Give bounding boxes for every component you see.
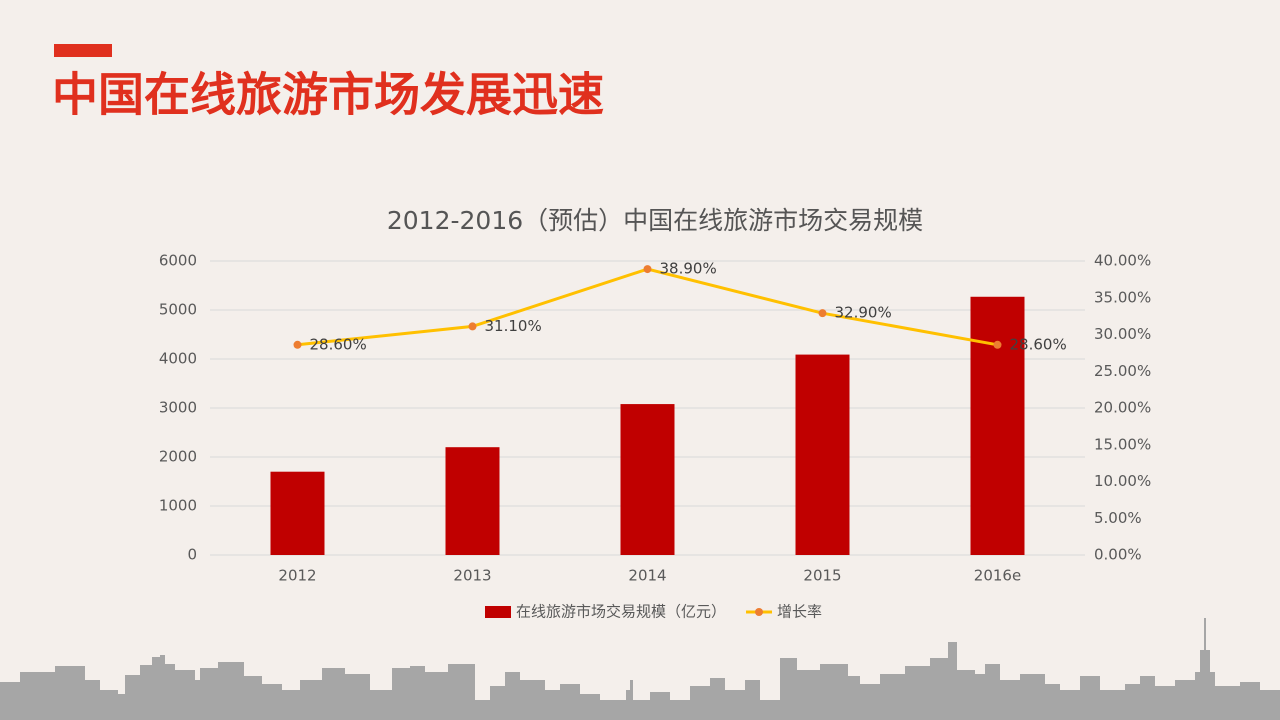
page-title: 中国在线旅游市场发展迅速 [52, 68, 604, 122]
chart-title: 2012-2016（预估）中国在线旅游市场交易规模 [387, 206, 923, 235]
legend-label: 在线旅游市场交易规模（亿元） [516, 603, 726, 621]
x-tick-label: 2014 [628, 567, 666, 585]
x-tick-label: 2016e [974, 567, 1021, 585]
bar [795, 354, 850, 555]
y-tick-label: 0 [187, 546, 197, 564]
y-tick-label: 3000 [159, 399, 197, 417]
x-tick-label: 2015 [803, 567, 841, 585]
bar [445, 447, 500, 555]
data-label: 38.90% [660, 260, 717, 278]
line [297, 267, 998, 347]
y2-tick-label: 0.00% [1094, 546, 1142, 564]
y-tick-label: 1000 [159, 497, 197, 515]
y2-tick-label: 10.00% [1094, 472, 1151, 490]
y2-tick-label: 30.00% [1094, 325, 1151, 343]
line-marker [818, 309, 827, 318]
bar [620, 404, 675, 555]
y-tick-label: 6000 [159, 252, 197, 270]
data-label: 28.60% [1010, 335, 1067, 353]
legend-swatch [485, 606, 511, 618]
data-label: 31.10% [485, 317, 542, 335]
plot: 0 1000 2000 3000 4000 5000 6000 0.00% 5.00% 10.00… [159, 252, 1151, 621]
line-marker [643, 265, 652, 274]
data-label: 28.60% [310, 335, 367, 353]
legend-label: 增长率 [777, 603, 822, 621]
y2-tick-label: 5.00% [1094, 509, 1142, 527]
data-label: 32.90% [835, 304, 892, 322]
bar [270, 471, 325, 555]
x-tick-label: 2012 [278, 567, 316, 585]
legend-marker [755, 608, 764, 616]
y2-tick-label: 20.00% [1094, 399, 1151, 417]
y-tick-label: 4000 [159, 350, 197, 368]
legend-item: 增长率 [746, 603, 822, 621]
y-tick-label: 5000 [159, 301, 197, 319]
title-accent [54, 44, 112, 57]
legend-item: 在线旅游市场交易规模（亿元） [485, 603, 726, 621]
line-marker [293, 340, 302, 349]
line-marker [468, 322, 477, 331]
y-tick-label: 2000 [159, 448, 197, 466]
y2-tick-label: 25.00% [1094, 362, 1151, 380]
x-tick-label: 2013 [453, 567, 491, 585]
bar [970, 296, 1025, 555]
y2-tick-label: 35.00% [1094, 288, 1151, 306]
y2-tick-label: 15.00% [1094, 435, 1151, 453]
y2-tick-label: 40.00% [1094, 252, 1151, 270]
skyline [0, 618, 1280, 720]
line-marker [993, 340, 1002, 349]
